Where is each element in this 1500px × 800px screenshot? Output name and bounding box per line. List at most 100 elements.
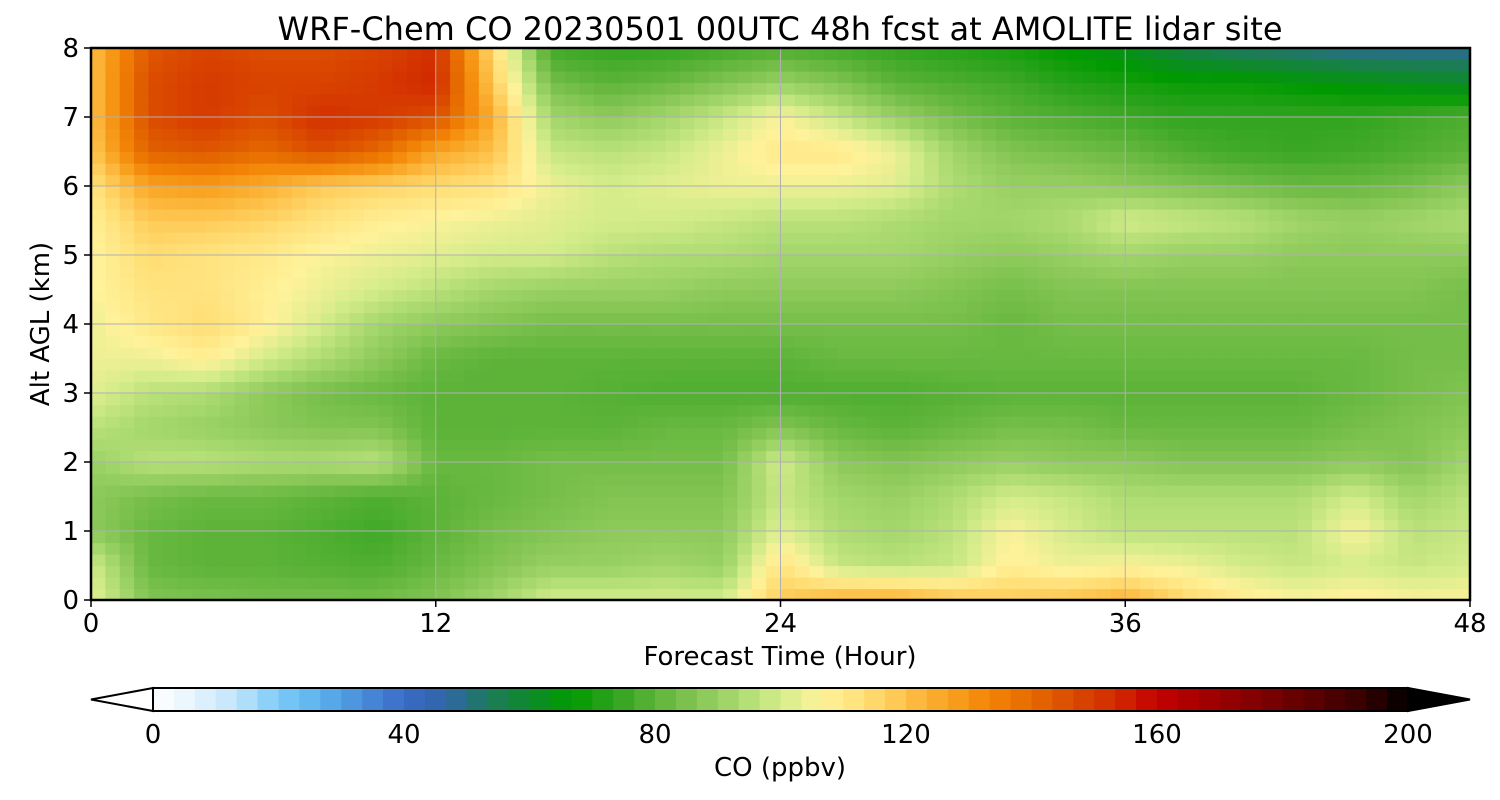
heatmap-cell <box>148 59 164 72</box>
heatmap-cell <box>608 393 624 406</box>
heatmap-cell <box>134 347 150 360</box>
heatmap-cell <box>363 335 379 348</box>
heatmap-cell <box>1369 335 1385 348</box>
heatmap-cell <box>866 232 882 245</box>
heatmap-cell <box>708 278 724 291</box>
heatmap-cell <box>1340 508 1356 521</box>
heatmap-cell <box>852 266 868 279</box>
heatmap-cell <box>134 232 150 245</box>
heatmap-cell <box>593 94 609 107</box>
heatmap-cell <box>608 301 624 314</box>
heatmap-cell <box>1426 140 1442 153</box>
heatmap-cell <box>608 508 624 521</box>
heatmap-cell <box>1340 324 1356 337</box>
heatmap-cell <box>1369 439 1385 452</box>
heatmap-cell <box>162 151 178 164</box>
heatmap-cell <box>249 496 264 509</box>
heatmap-cell <box>1398 105 1414 118</box>
heatmap-cell <box>1168 358 1184 371</box>
heatmap-cell <box>191 174 207 187</box>
heatmap-cell <box>866 416 882 429</box>
heatmap-cell <box>392 416 408 429</box>
heatmap-cell <box>91 381 106 394</box>
heatmap-cell <box>823 450 839 463</box>
heatmap-cell <box>1053 462 1069 475</box>
heatmap-cell <box>780 565 796 578</box>
heatmap-cell <box>1211 450 1227 463</box>
heatmap-cell <box>1297 163 1313 176</box>
heatmap-cell <box>579 531 595 544</box>
heatmap-cell <box>995 140 1011 153</box>
heatmap-cell <box>766 324 782 337</box>
heatmap-cell <box>694 439 710 452</box>
heatmap-cell <box>1455 163 1471 176</box>
heatmap-cell <box>622 289 638 302</box>
heatmap-cell <box>220 232 236 245</box>
heatmap-cell <box>593 370 609 383</box>
heatmap-cell <box>809 94 825 107</box>
heatmap-cell <box>1153 416 1169 429</box>
heatmap-cell <box>1254 565 1270 578</box>
heatmap-cell <box>1441 243 1457 256</box>
heatmap-cell <box>837 439 853 452</box>
heatmap-cell <box>435 462 451 475</box>
heatmap-cell <box>909 531 925 544</box>
heatmap-cell <box>378 370 394 383</box>
heatmap-cell <box>277 427 293 440</box>
heatmap-cell <box>1125 347 1141 360</box>
heatmap-cell <box>1024 128 1040 141</box>
heatmap-cell <box>1168 577 1184 590</box>
heatmap-cell <box>694 301 710 314</box>
heatmap-cell <box>1340 439 1356 452</box>
heatmap-cell <box>536 186 552 199</box>
heatmap-cell <box>1125 48 1141 61</box>
heatmap-cell <box>651 485 667 498</box>
heatmap-cell <box>1024 381 1040 394</box>
heatmap-cell <box>1039 519 1055 532</box>
heatmap-cell <box>134 289 150 302</box>
heatmap-cell <box>177 531 193 544</box>
heatmap-cell <box>665 312 681 325</box>
heatmap-cell <box>277 48 293 61</box>
heatmap-cell <box>751 59 767 72</box>
heatmap-cell <box>1067 577 1083 590</box>
heatmap-cell <box>1082 416 1098 429</box>
heatmap-cell <box>708 554 724 567</box>
heatmap-cell <box>1398 519 1414 532</box>
heatmap-cell <box>205 266 221 279</box>
heatmap-cell <box>1024 255 1040 268</box>
heatmap-cell <box>909 393 925 406</box>
heatmap-cell <box>909 381 925 394</box>
heatmap-cell <box>1053 151 1069 164</box>
heatmap-cell <box>981 519 997 532</box>
heatmap-cell <box>1197 473 1213 486</box>
heatmap-cell <box>866 186 882 199</box>
heatmap-cell <box>766 232 782 245</box>
colorbar-segment <box>1031 688 1054 711</box>
heatmap-cell <box>1125 59 1141 72</box>
heatmap-cell <box>809 266 825 279</box>
heatmap-cell <box>1139 577 1155 590</box>
heatmap-cell <box>1240 209 1256 222</box>
heatmap-cell <box>866 404 882 417</box>
heatmap-cell <box>1182 508 1198 521</box>
heatmap-cell <box>148 209 164 222</box>
heatmap-cell <box>651 450 667 463</box>
heatmap-cell <box>694 473 710 486</box>
heatmap-cell <box>464 197 480 210</box>
heatmap-cell <box>134 427 150 440</box>
heatmap-cell <box>608 335 624 348</box>
heatmap-cell <box>1039 94 1055 107</box>
heatmap-cell <box>1355 588 1371 601</box>
heatmap-cell <box>392 71 408 84</box>
heatmap-cell <box>1412 117 1428 130</box>
heatmap-cell <box>421 312 437 325</box>
heatmap-cell <box>751 197 767 210</box>
heatmap-cell <box>1455 519 1471 532</box>
heatmap-cell <box>1039 301 1055 314</box>
heatmap-cell <box>392 565 408 578</box>
heatmap-cell <box>249 312 264 325</box>
heatmap-cell <box>1039 393 1055 406</box>
colorbar-segment <box>215 688 238 711</box>
heatmap-cell <box>636 232 652 245</box>
